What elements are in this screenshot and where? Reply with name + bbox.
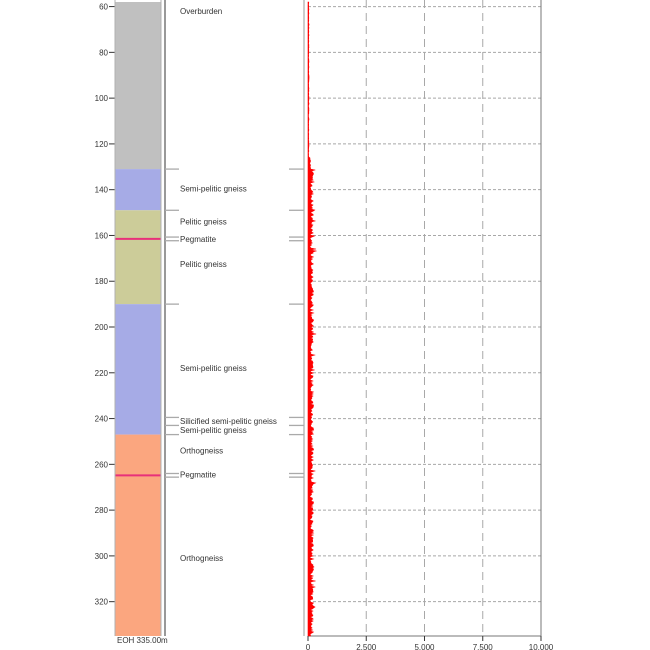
depth-tick-label: 280	[95, 506, 109, 515]
depth-tick-label: 100	[95, 94, 109, 103]
lithology-interval	[115, 304, 161, 435]
lithology-interval	[115, 169, 161, 211]
lithology-label: Orthogneiss	[180, 447, 223, 456]
depth-tick-label: 60	[99, 3, 108, 12]
signal-tick-label: 10,000	[529, 643, 554, 650]
depth-tick-label: 80	[99, 48, 108, 57]
lithology-label: Pelitic gneiss	[180, 260, 227, 269]
signal-track: 0 2,500 5,000 7,500 10,000	[306, 0, 554, 650]
lithology-label: Pegmatite	[180, 471, 217, 480]
depth-axis: 60 80 100 120 140 160 180 200 220 240 260 280 300 320	[95, 3, 115, 607]
description-column: Overburden Semi-pelitic gneiss Pelitic gne…	[164, 0, 305, 636]
lithology-column	[114, 0, 162, 636]
signal-tick-label: 7,500	[473, 643, 494, 650]
lithology-label: Orthogneiss	[180, 554, 223, 563]
lithology-label: Semi-pelitic gneiss	[180, 364, 247, 373]
lithology-interval	[115, 210, 161, 305]
lithology-label: Overburden	[180, 7, 222, 16]
depth-tick-label: 200	[95, 323, 109, 332]
signal-tick-label: 2,500	[356, 643, 377, 650]
depth-tick-label: 220	[95, 369, 109, 378]
end-of-hole-label: EOH 335.00m	[117, 636, 168, 645]
lithology-label: Semi-pelitic gneiss	[180, 426, 247, 435]
lithology-label: Silicified semi-pelitic gneiss	[180, 417, 277, 426]
depth-tick-label: 140	[95, 186, 109, 195]
lithology-label: Semi-pelitic gneiss	[180, 185, 247, 194]
lithology-interval	[115, 434, 161, 636]
depth-tick-label: 120	[95, 140, 109, 149]
lithology-label: Pelitic gneiss	[180, 218, 227, 227]
depth-tick-label: 240	[95, 415, 109, 424]
depth-tick-label: 260	[95, 460, 109, 469]
depth-tick-label: 180	[95, 277, 109, 286]
signal-tick-label: 0	[306, 643, 311, 650]
lithology-interval	[115, 2, 161, 170]
signal-trace	[307, 1, 317, 637]
depth-tick-label: 160	[95, 231, 109, 240]
lithology-label: Pegmatite	[180, 235, 217, 244]
signal-tick-label: 5,000	[414, 643, 435, 650]
depth-tick-label: 320	[95, 598, 109, 607]
depth-tick-label: 300	[95, 552, 109, 561]
